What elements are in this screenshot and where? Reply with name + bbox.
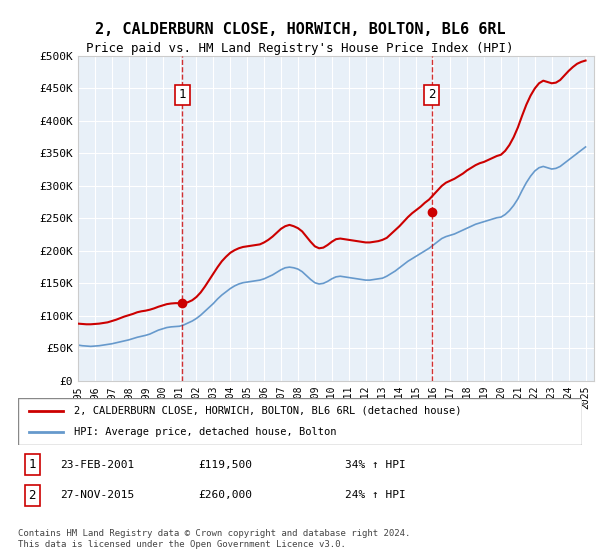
Text: 2, CALDERBURN CLOSE, HORWICH, BOLTON, BL6 6RL (detached house): 2, CALDERBURN CLOSE, HORWICH, BOLTON, BL… bbox=[74, 406, 462, 416]
Text: 2: 2 bbox=[428, 88, 436, 101]
Text: £119,500: £119,500 bbox=[199, 460, 253, 470]
Text: 27-NOV-2015: 27-NOV-2015 bbox=[60, 491, 134, 500]
Text: 2, CALDERBURN CLOSE, HORWICH, BOLTON, BL6 6RL: 2, CALDERBURN CLOSE, HORWICH, BOLTON, BL… bbox=[95, 22, 505, 38]
Text: 1: 1 bbox=[178, 88, 186, 101]
Text: 2: 2 bbox=[28, 489, 36, 502]
Text: £260,000: £260,000 bbox=[199, 491, 253, 500]
Text: HPI: Average price, detached house, Bolton: HPI: Average price, detached house, Bolt… bbox=[74, 427, 337, 437]
Text: 23-FEB-2001: 23-FEB-2001 bbox=[60, 460, 134, 470]
Text: 24% ↑ HPI: 24% ↑ HPI bbox=[345, 491, 406, 500]
FancyBboxPatch shape bbox=[18, 398, 582, 445]
Text: 34% ↑ HPI: 34% ↑ HPI bbox=[345, 460, 406, 470]
Text: 1: 1 bbox=[28, 458, 36, 472]
Text: Contains HM Land Registry data © Crown copyright and database right 2024.
This d: Contains HM Land Registry data © Crown c… bbox=[18, 529, 410, 549]
Text: Price paid vs. HM Land Registry's House Price Index (HPI): Price paid vs. HM Land Registry's House … bbox=[86, 42, 514, 55]
